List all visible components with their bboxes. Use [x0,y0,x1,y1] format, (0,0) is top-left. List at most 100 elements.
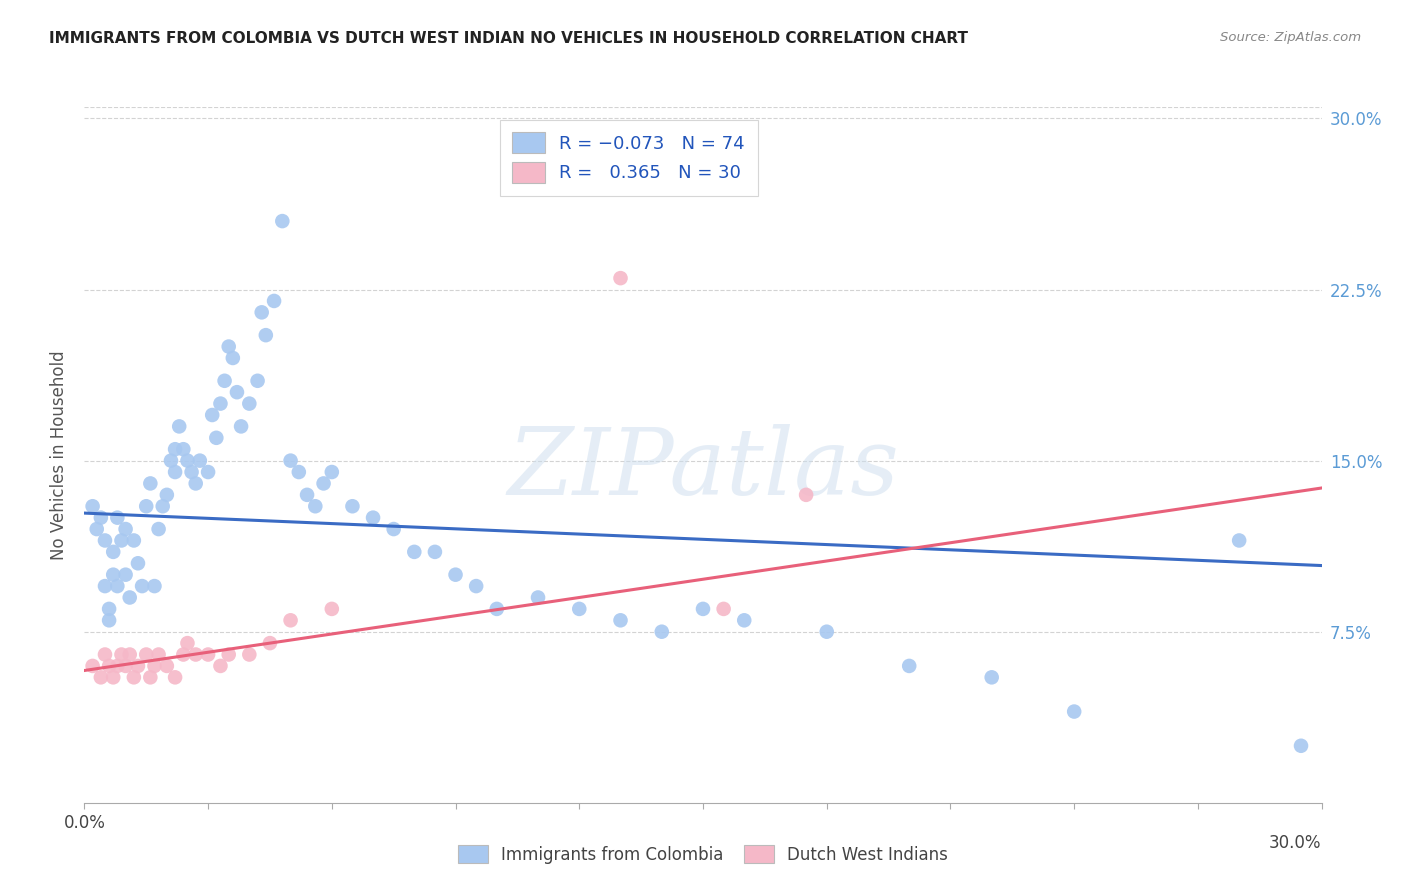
Point [105,510,128,524]
Text: ZIPatlas: ZIPatlas [508,424,898,514]
Point [205,431,228,445]
Point [209,396,232,410]
Point [733,613,755,627]
Point [609,613,631,627]
Point [1289,739,1312,753]
Point [254,328,277,343]
Point [103,670,125,684]
Point [180,465,202,479]
Point [209,659,232,673]
Y-axis label: No Vehicles in Household: No Vehicles in Household [51,350,69,560]
Point [122,670,145,684]
Point [980,670,1002,684]
Point [82,500,104,514]
Point [898,659,921,673]
Point [342,500,364,514]
Point [127,556,149,570]
Point [465,579,488,593]
Point [94,579,117,593]
Point [152,500,174,514]
Point [114,567,136,582]
Point [713,602,735,616]
Point [103,545,125,559]
Point [214,374,236,388]
Point [94,533,117,548]
Point [382,522,405,536]
Point [295,488,318,502]
Point [90,670,112,684]
Point [263,293,285,308]
Point [651,624,673,639]
Point [176,453,198,467]
Point [361,510,384,524]
Point [218,340,240,354]
Point [165,670,187,684]
Point [135,648,157,662]
Point [692,602,714,616]
Point [288,465,311,479]
Point [131,579,153,593]
Point [90,510,112,524]
Point [148,522,170,536]
Point [165,442,187,457]
Point [218,648,240,662]
Point [82,659,104,673]
Legend: R = −0.073   N = 74, R =   0.365   N = 30: R = −0.073 N = 74, R = 0.365 N = 30 [501,120,758,195]
Point [118,591,141,605]
Point [139,670,162,684]
Point [321,465,343,479]
Point [229,419,252,434]
Point [527,591,550,605]
Point [609,271,631,285]
Point [156,488,179,502]
Point [114,659,136,673]
Point [568,602,591,616]
Point [135,500,157,514]
Text: IMMIGRANTS FROM COLOMBIA VS DUTCH WEST INDIAN NO VEHICLES IN HOUSEHOLD CORRELATI: IMMIGRANTS FROM COLOMBIA VS DUTCH WEST I… [49,31,969,46]
Point [238,396,260,410]
Point [86,522,108,536]
Point [226,385,249,400]
Point [184,476,207,491]
Point [188,453,211,467]
Point [110,533,132,548]
Point [238,648,260,662]
Point [404,545,426,559]
Point [127,659,149,673]
Point [184,648,207,662]
Point [172,442,194,457]
Point [280,613,302,627]
Point [423,545,446,559]
Point [139,476,162,491]
Point [444,567,467,582]
Point [148,648,170,662]
Point [103,567,125,582]
Point [167,419,190,434]
Point [259,636,281,650]
Point [165,465,187,479]
Point [1227,533,1250,548]
Point [160,453,183,467]
Text: 30.0%: 30.0% [1270,834,1322,852]
Point [98,613,121,627]
Point [105,659,128,673]
Point [156,659,179,673]
Point [201,408,224,422]
Point [815,624,838,639]
Point [172,648,194,662]
Point [98,659,121,673]
Point [280,453,302,467]
Point [176,636,198,650]
Point [197,648,219,662]
Point [485,602,508,616]
Point [304,500,326,514]
Legend: Immigrants from Colombia, Dutch West Indians: Immigrants from Colombia, Dutch West Ind… [451,838,955,871]
Point [94,648,117,662]
Point [321,602,343,616]
Point [105,579,128,593]
Point [794,488,817,502]
Point [114,522,136,536]
Point [246,374,269,388]
Point [250,305,273,319]
Point [143,659,166,673]
